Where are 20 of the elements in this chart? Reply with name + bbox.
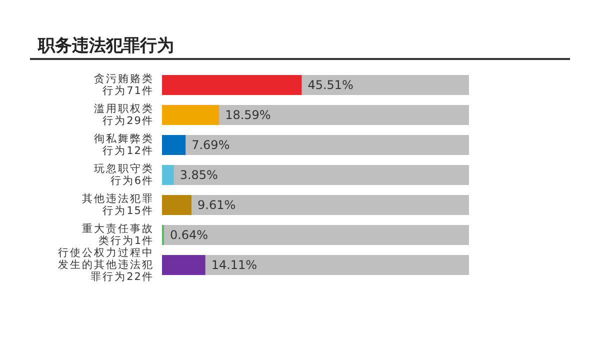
bar xyxy=(162,195,192,215)
y-tick-label: 行使公权力过程中发生的其他违法犯罪行为22件 xyxy=(58,246,154,283)
data-label: 18.59% xyxy=(225,108,271,122)
y-tick-label: 滥用职权类行为29件 xyxy=(94,102,154,127)
y-tick-label: 重大责任事故类行为1件 xyxy=(82,222,154,247)
bar xyxy=(162,135,186,155)
y-tick-label: 玩忽职守类行为6件 xyxy=(94,162,154,187)
data-label: 9.61% xyxy=(198,198,236,212)
bar xyxy=(162,105,220,125)
bar xyxy=(162,255,206,275)
data-label: 14.11% xyxy=(211,258,258,272)
y-tick-label: 贪污贿赂类行为71件 xyxy=(94,72,154,97)
chart-title: 职务违法犯罪行为 xyxy=(38,35,174,57)
data-label: 45.51% xyxy=(308,78,354,92)
y-tick-label: 其他违法犯罪行为15件 xyxy=(82,192,154,217)
data-label: 7.69% xyxy=(192,138,230,152)
data-label: 0.64% xyxy=(170,228,208,242)
bar xyxy=(162,165,174,185)
data-label: 3.85% xyxy=(180,168,218,182)
y-tick-label: 徇私舞弊类行为12件 xyxy=(94,132,154,157)
